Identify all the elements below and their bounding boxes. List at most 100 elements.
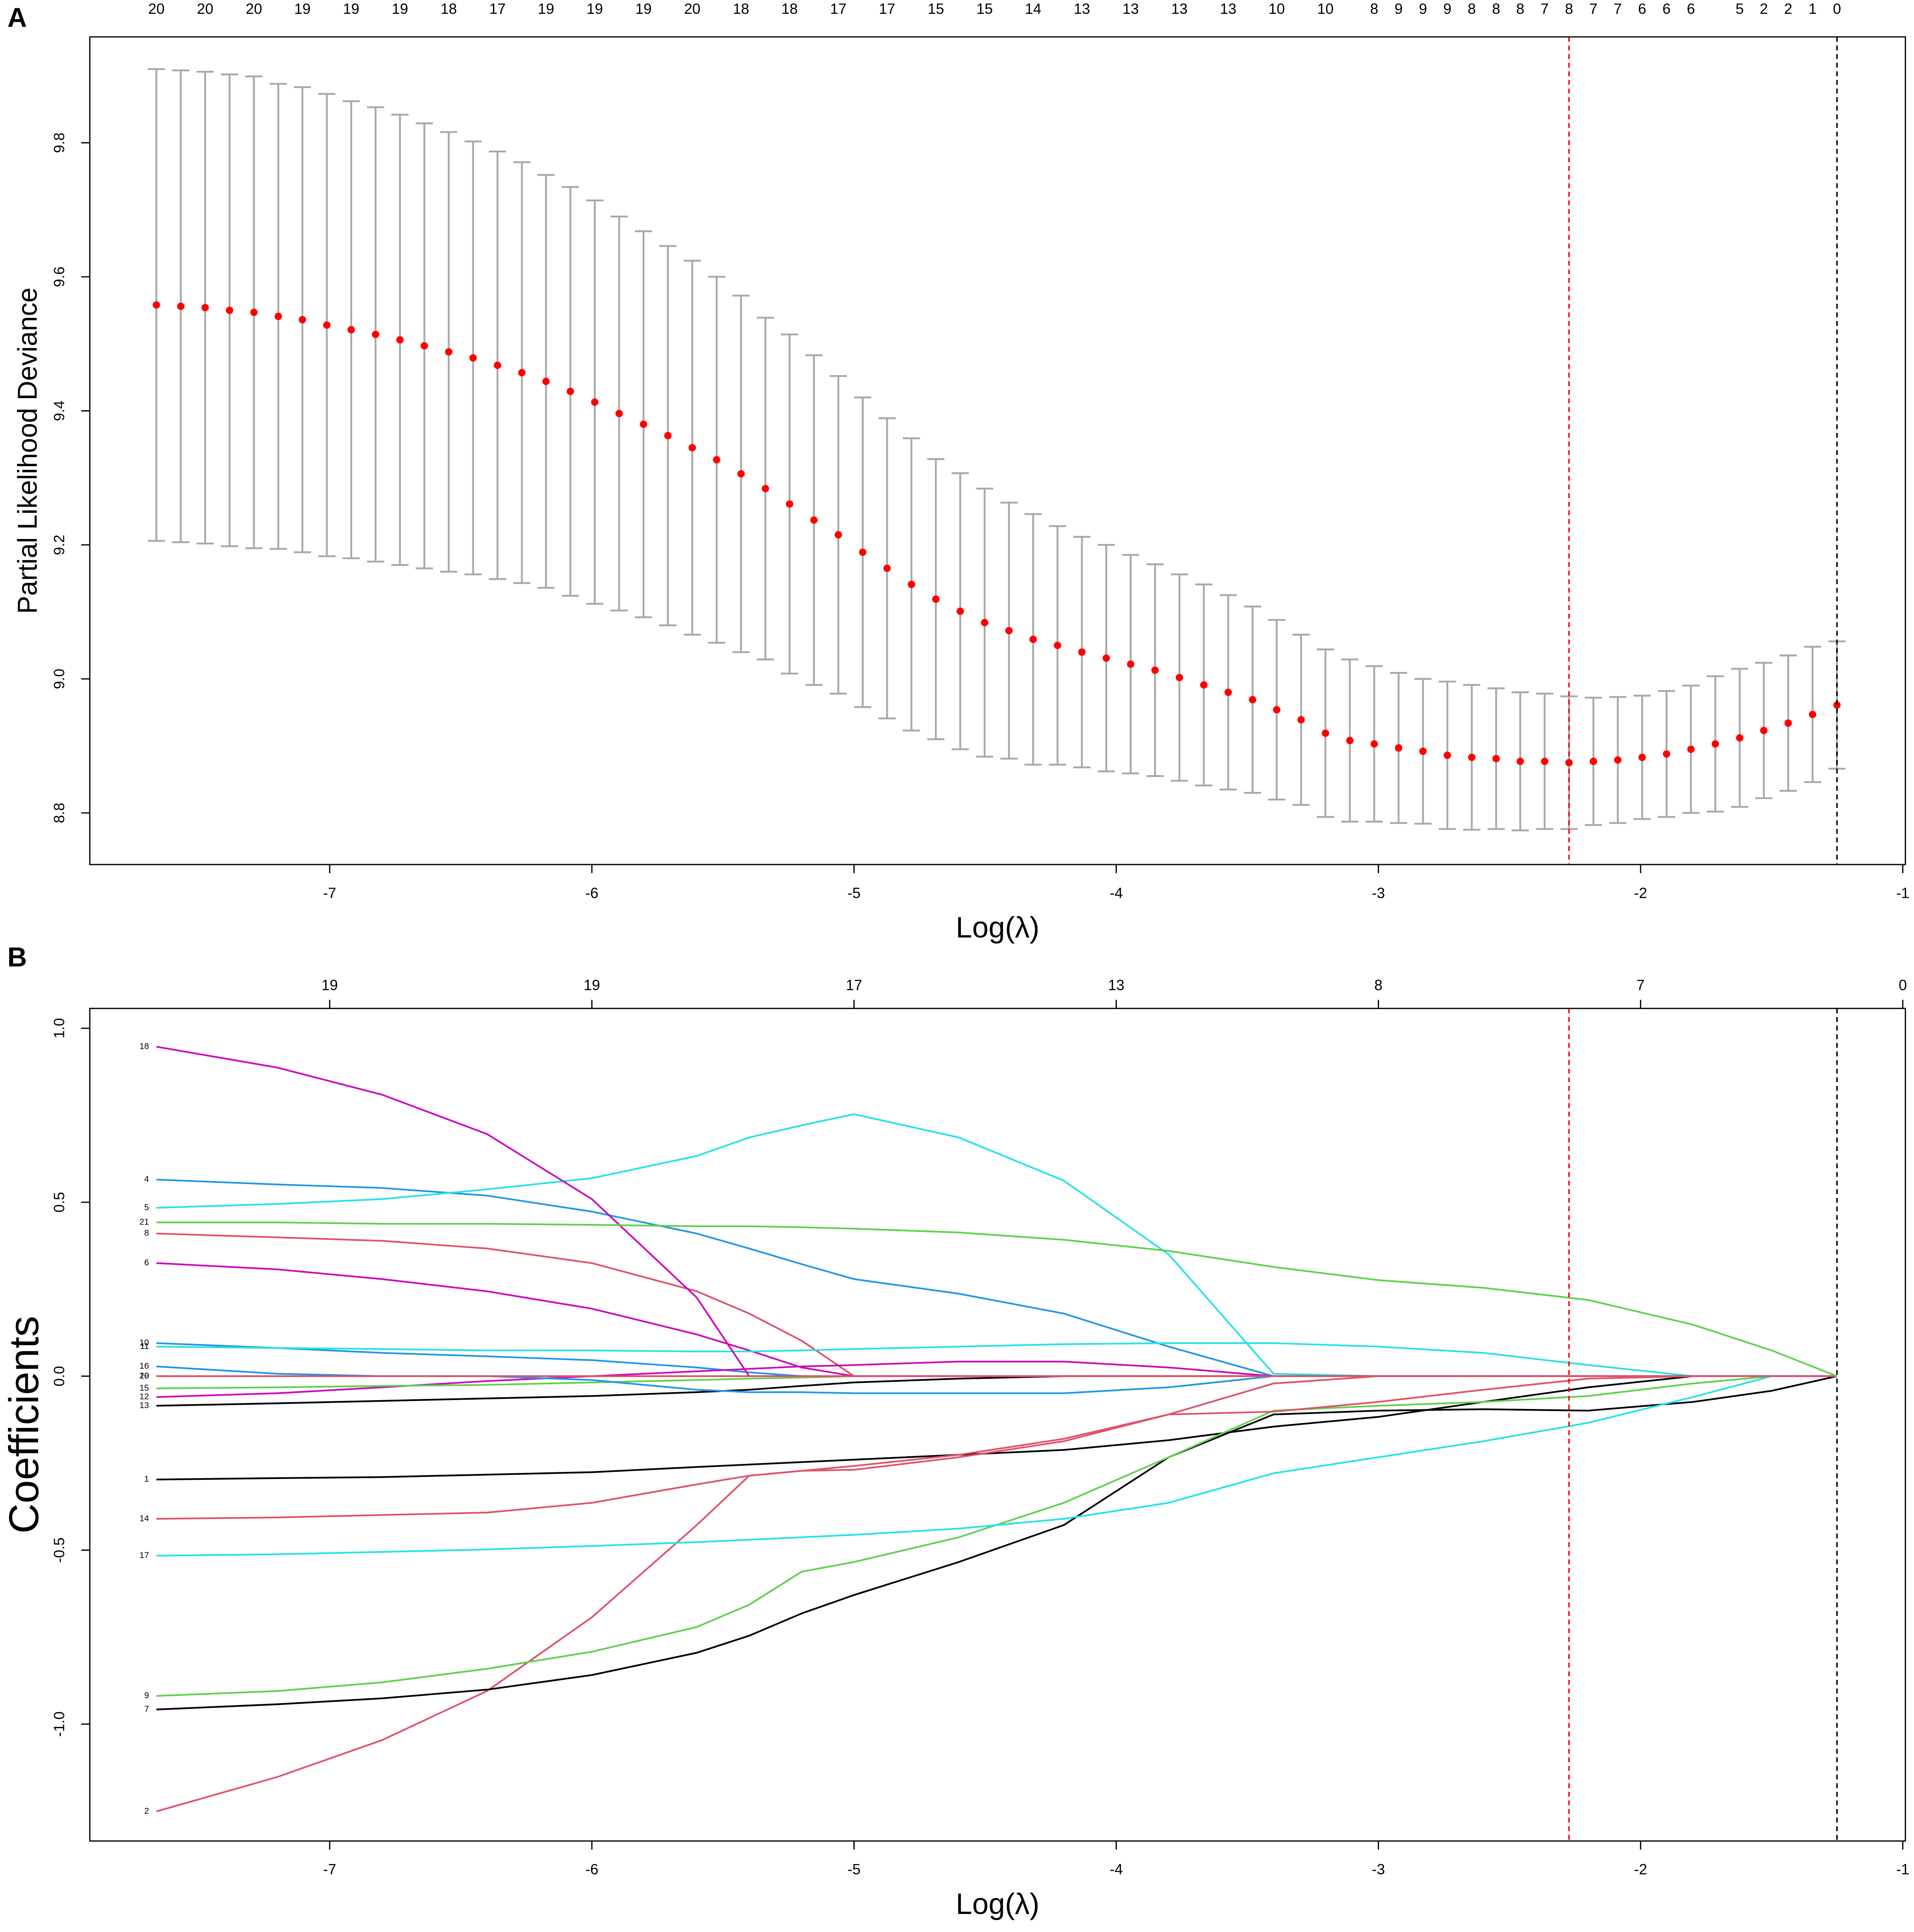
y-tick-label: 9.4 xyxy=(51,401,68,421)
point xyxy=(688,444,696,452)
series-label: 15 xyxy=(139,1383,149,1393)
point xyxy=(615,410,623,417)
point xyxy=(1784,719,1792,727)
coefficient-path xyxy=(156,1262,1837,1377)
top-tick-label: 20 xyxy=(148,1,164,17)
top-tick-label: 19 xyxy=(584,977,600,994)
coefficient-path xyxy=(156,1375,1837,1520)
point xyxy=(1029,635,1037,643)
point xyxy=(1492,755,1500,763)
point xyxy=(1005,627,1013,635)
x-tick-label: -5 xyxy=(847,885,861,901)
series-label: 13 xyxy=(139,1401,149,1410)
point xyxy=(226,307,233,314)
plot-frame xyxy=(89,36,1906,865)
panel-letter: A xyxy=(8,3,27,33)
coefficient-path xyxy=(156,1375,1837,1557)
point xyxy=(737,470,745,478)
point xyxy=(1297,716,1305,724)
point xyxy=(566,388,574,395)
point xyxy=(907,581,915,588)
point xyxy=(786,500,793,508)
point xyxy=(1249,696,1257,703)
top-tick-label: 7 xyxy=(1614,1,1622,17)
point xyxy=(469,354,477,362)
point xyxy=(1151,666,1159,674)
point xyxy=(1078,648,1086,656)
top-tick-label: 13 xyxy=(1122,1,1139,17)
top-tick-label: 9 xyxy=(1443,1,1452,17)
series-label: 17 xyxy=(139,1550,149,1560)
coefficient-path xyxy=(156,1342,1837,1377)
top-tick-label: 13 xyxy=(1220,1,1236,17)
top-tick-label: 15 xyxy=(976,1,993,17)
point xyxy=(1614,756,1622,764)
series-label: 5 xyxy=(144,1203,149,1212)
series-label: 10 xyxy=(139,1338,149,1348)
point xyxy=(177,302,185,310)
top-tick-label: 15 xyxy=(928,1,944,17)
x-tick-label: -1 xyxy=(1896,885,1909,901)
top-tick-label: 17 xyxy=(879,1,895,17)
top-tick-label: 19 xyxy=(321,977,338,994)
coefficient-path xyxy=(156,1221,1838,1377)
top-tick-label: 7 xyxy=(1589,1,1598,17)
y-tick-label: 0.5 xyxy=(51,1192,68,1213)
point xyxy=(445,348,453,356)
top-tick-label: 1 xyxy=(1808,1,1817,17)
top-tick-label: 20 xyxy=(246,1,262,17)
top-tick-label: 6 xyxy=(1687,1,1695,17)
top-tick-label: 7 xyxy=(1541,1,1549,17)
top-tick-label: 17 xyxy=(830,1,847,17)
point xyxy=(1395,744,1403,752)
point xyxy=(1541,758,1549,765)
coefficient-path xyxy=(156,1046,1837,1377)
coefficient-path xyxy=(156,1375,1837,1812)
top-tick-label: 5 xyxy=(1736,1,1744,17)
point xyxy=(932,595,940,603)
top-tick-label: 18 xyxy=(441,1,457,17)
top-tick-label: 8 xyxy=(1492,1,1500,17)
point xyxy=(396,336,404,344)
top-tick-label: 13 xyxy=(1108,977,1124,994)
point xyxy=(1687,745,1695,753)
point xyxy=(1127,660,1134,668)
point xyxy=(1176,674,1183,682)
top-tick-label: 10 xyxy=(1317,1,1334,17)
top-tick-label: 10 xyxy=(1268,1,1285,17)
top-tick-label: 20 xyxy=(197,1,213,17)
x-tick-label: -6 xyxy=(585,885,598,901)
series-label: 11 xyxy=(140,1341,149,1351)
x-tick-label: -4 xyxy=(1110,1862,1123,1878)
top-tick-label: 13 xyxy=(1171,1,1188,17)
point xyxy=(1370,740,1378,748)
point xyxy=(201,304,209,312)
series-label: 12 xyxy=(139,1392,149,1401)
series-label: 14 xyxy=(139,1513,149,1523)
series-label: 4 xyxy=(144,1174,149,1184)
point xyxy=(1809,711,1817,719)
point xyxy=(1419,747,1427,755)
point xyxy=(1200,681,1208,689)
point xyxy=(640,420,647,428)
top-tick-label: 19 xyxy=(343,1,359,17)
top-tick-label: 0 xyxy=(1833,1,1841,17)
top-tick-label: 19 xyxy=(392,1,408,17)
coefficient-path xyxy=(156,1375,1837,1697)
top-tick-label: 2 xyxy=(1760,1,1768,17)
point xyxy=(152,301,160,309)
point xyxy=(1663,750,1670,758)
top-tick-label: 2 xyxy=(1784,1,1792,17)
point xyxy=(274,312,282,320)
x-tick-label: -7 xyxy=(323,1862,336,1878)
series-label: 20 xyxy=(139,1371,149,1380)
series-label: 18 xyxy=(139,1042,149,1051)
series-label: 6 xyxy=(144,1258,149,1268)
top-tick-label: 19 xyxy=(294,1,310,17)
top-tick-label: 19 xyxy=(635,1,652,17)
x-tick-label: -4 xyxy=(1110,885,1123,901)
top-tick-label: 7 xyxy=(1637,977,1645,994)
point xyxy=(250,308,258,316)
point xyxy=(956,607,964,615)
